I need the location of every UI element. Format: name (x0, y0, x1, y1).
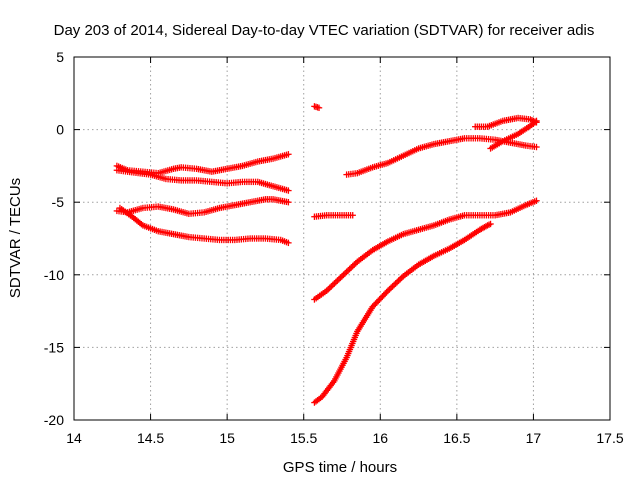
plot-frame (73, 56, 611, 421)
data-point (369, 303, 376, 310)
data-point (349, 212, 356, 219)
data-point (285, 239, 292, 247)
data-point (374, 297, 382, 305)
data-point (285, 151, 292, 158)
data-point (390, 281, 398, 289)
data-point (346, 265, 353, 273)
chart-title: Day 203 of 2014, Sidereal Day-to-day VTE… (54, 22, 595, 39)
y-tick-label: -15 (44, 339, 64, 355)
data-point (370, 302, 378, 309)
data-point (349, 262, 356, 270)
data-point (393, 278, 401, 286)
x-tick-label: 15 (219, 430, 235, 446)
grid (74, 57, 610, 420)
data-point (387, 284, 395, 292)
data-point (389, 283, 396, 290)
x-tick-label: 17 (526, 430, 542, 446)
x-axis-label: GPS time / hours (283, 459, 397, 476)
data-point (379, 293, 386, 300)
data-point (383, 289, 390, 296)
data-point (337, 274, 344, 281)
data-point (395, 277, 402, 284)
x-tick-label: 17.5 (596, 430, 623, 446)
y-tick-label: -20 (44, 412, 64, 428)
x-tick-label: 14 (66, 430, 82, 446)
data-point (487, 220, 494, 228)
data-point (377, 294, 385, 302)
data-markers (113, 103, 540, 406)
x-tick-label: 15.5 (290, 430, 317, 446)
data-point (328, 283, 335, 290)
data-point (338, 273, 346, 280)
y-tick-label: 0 (56, 122, 64, 138)
data-point (533, 197, 540, 204)
data-point (392, 280, 399, 287)
y-tick-label: -5 (52, 194, 65, 210)
data-point (329, 281, 337, 289)
y-axis-label: SDTVAR / TECUs (7, 178, 24, 298)
data-point (332, 278, 340, 286)
data-point (340, 271, 347, 278)
x-tick-label: 16.5 (443, 430, 470, 446)
x-tick-label: 14.5 (137, 430, 164, 446)
axis-ticks: 14 14.5 15 15.5 16 16.5 17 17.5 -20 -15 -10 -5 0 5 (44, 49, 624, 446)
y-tick-label: 5 (56, 49, 64, 65)
data-point (331, 280, 338, 287)
data-point (315, 104, 323, 112)
data-point (533, 117, 540, 125)
data-point (326, 284, 333, 292)
y-tick-label: -10 (44, 267, 64, 283)
data-point (351, 261, 358, 268)
data-point (380, 291, 387, 299)
data-point (341, 270, 349, 277)
data-point (386, 286, 393, 293)
data-point (533, 143, 540, 151)
data-point (285, 199, 292, 206)
data-point (334, 277, 341, 284)
data-point (285, 187, 292, 194)
data-point (344, 267, 352, 274)
data-point (372, 300, 379, 308)
data-point (376, 296, 383, 303)
x-tick-label: 16 (372, 430, 388, 446)
data-point (396, 275, 404, 283)
data-point (335, 275, 343, 283)
data-point (343, 268, 350, 276)
data-point (347, 264, 355, 271)
data-point (381, 290, 389, 297)
data-point (373, 299, 381, 306)
